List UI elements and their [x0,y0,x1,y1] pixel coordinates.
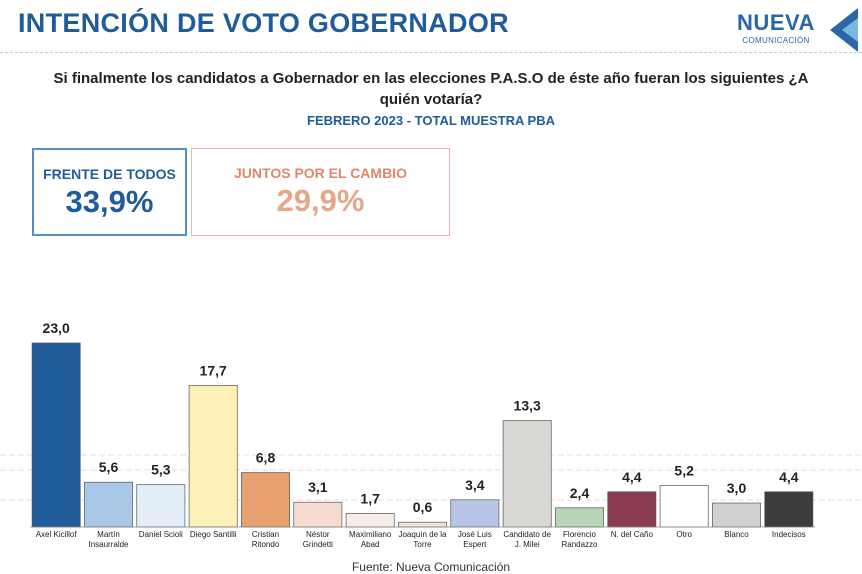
x-tick-label: Daniel Scioli [138,530,183,539]
bloc-box: FRENTE DE TODOS 33,9% [32,148,187,236]
data-label: 1,7 [360,490,380,506]
bar [136,484,186,528]
data-label: 5,2 [674,462,694,478]
bar [241,472,290,528]
bloc-name: FRENTE DE TODOS [43,166,176,182]
bar [84,481,133,528]
data-label: 13,3 [514,398,541,414]
x-tick-label: Candidato de J. Milei [503,530,551,549]
x-tick-label: Cristian Ritondo [251,530,280,549]
bloc-share: 29,9% [276,183,365,218]
x-tick-label: Joaquín de la Torre [398,530,447,549]
data-label: 17,7 [200,362,227,378]
bar [555,507,604,528]
data-label: 4,4 [779,469,799,485]
x-tick-label: N. del Caño [610,530,653,539]
bar [712,502,761,528]
subtitle: FEBRERO 2023 - TOTAL MUESTRA PBA [307,113,555,128]
x-tick-label: Maximiliano Abad [349,530,392,549]
x-tick-label: Martín Insaurralde [88,530,129,549]
x-tick-label: Néstor Grindetti [302,530,333,549]
bar [607,491,657,528]
x-tick-label: José Luis Espert [457,530,492,549]
logo: NUEVA COMUNICACIÓN [732,10,820,45]
data-label: 3,4 [465,477,485,493]
data-label: 23,0 [43,320,70,336]
data-label: 6,8 [256,450,276,466]
bar [398,521,447,528]
bloc-box: JUNTOS POR EL CAMBIO 29,9% [191,148,450,236]
x-tick-label: Blanco [724,530,749,539]
x-tick-label: Indecisos [771,530,806,539]
x-tick-label: Axel Kicillof [35,530,77,539]
logo-sub: COMUNICACIÓN [742,36,810,45]
header-rule [0,52,862,53]
bar [764,491,814,528]
data-label: 5,3 [151,462,171,478]
x-tick-label: Diego Santilli [189,530,237,539]
logo-mark [830,8,858,52]
bar [31,342,81,528]
data-label: 4,4 [622,469,642,485]
bar [188,385,238,528]
bar [502,420,552,528]
bloc-share: 33,9% [65,184,154,219]
data-label: 3,1 [308,479,328,495]
data-label: 0,6 [413,499,433,515]
data-label: 3,0 [727,480,747,496]
x-tick-label: Florencio Randazzo [561,530,598,549]
bar [293,501,343,528]
header-title: INTENCIÓN DE VOTO GOBERNADOR [18,8,509,38]
x-tick-label: Otro [676,530,692,539]
data-label: 5,6 [99,459,119,475]
logo-name: NUEVA [737,10,815,35]
bloc-name: JUNTOS POR EL CAMBIO [234,165,407,181]
bar [450,499,500,528]
question: Si finalmente los candidatos a Gobernado… [53,70,809,108]
bar [345,513,395,528]
data-label: 2,4 [570,485,590,501]
source: Fuente: Nueva Comunicación [351,560,511,574]
bar [659,485,709,528]
